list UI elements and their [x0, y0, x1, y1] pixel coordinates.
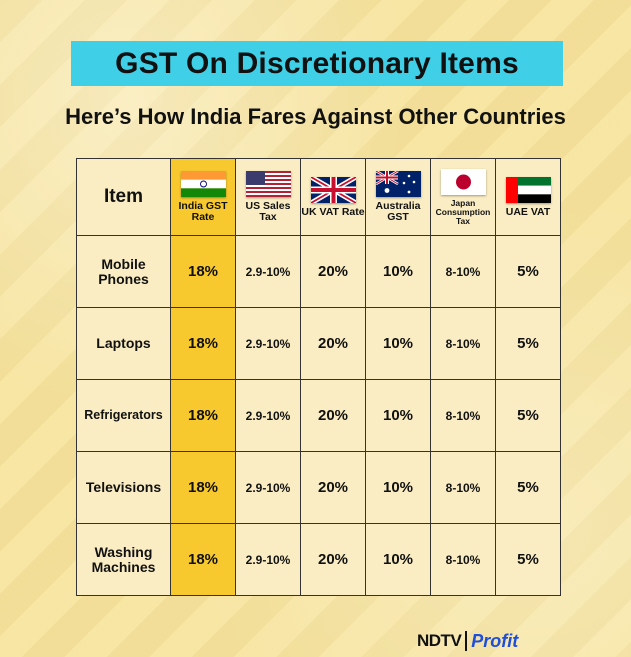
india-rate-cell: 18% — [170, 307, 236, 380]
us-rate-cell: 2.9-10% — [235, 379, 301, 452]
india-rate-cell: 18% — [170, 235, 236, 308]
uae-rate-cell: 5% — [495, 523, 561, 596]
table-row: Refrigerators 18% 2.9-10% 20% 10% 8-10% … — [76, 379, 561, 452]
us-rate-cell: 2.9-10% — [235, 235, 301, 308]
japan-rate-cell: 8-10% — [430, 379, 496, 452]
column-label-japan: Japan Consumption Tax — [435, 197, 491, 226]
usa-flag-icon — [245, 171, 291, 197]
table-row: Mobile Phones 18% 2.9-10% 20% 10% 8-10% … — [76, 235, 561, 308]
column-label-us: US Sales Tax — [245, 200, 291, 223]
uk-rate-cell: 20% — [300, 523, 366, 596]
column-header-us: US Sales Tax — [235, 158, 301, 236]
india-rate-cell: 18% — [170, 523, 236, 596]
australia-rate-cell: 10% — [365, 523, 431, 596]
australia-rate-cell: 10% — [365, 235, 431, 308]
item-column-header: Item — [76, 158, 171, 236]
column-header-india: India GST Rate — [170, 158, 236, 236]
column-label-uae: UAE VAT — [505, 205, 551, 218]
title-banner: GST On Discretionary Items — [71, 41, 563, 86]
column-header-uk: UK VAT Rate — [300, 158, 366, 236]
page-title: GST On Discretionary Items — [115, 46, 519, 80]
uk-rate-cell: 20% — [300, 235, 366, 308]
ndtv-profit-logo: NDTV Profit — [417, 628, 518, 654]
item-name-cell: Mobile Phones — [76, 235, 171, 308]
japan-rate-cell: 8-10% — [430, 235, 496, 308]
india-rate-cell: 18% — [170, 451, 236, 524]
australia-rate-cell: 10% — [365, 307, 431, 380]
uae-rate-cell: 5% — [495, 379, 561, 452]
us-rate-cell: 2.9-10% — [235, 523, 301, 596]
australia-rate-cell: 10% — [365, 451, 431, 524]
uae-rate-cell: 5% — [495, 235, 561, 308]
page-subtitle: Here’s How India Fares Against Other Cou… — [65, 104, 566, 129]
column-header-japan: Japan Consumption Tax — [430, 158, 496, 236]
uk-flag-icon — [310, 176, 356, 203]
us-rate-cell: 2.9-10% — [235, 307, 301, 380]
item-name-cell: Washing Machines — [76, 523, 171, 596]
table-row: Laptops 18% 2.9-10% 20% 10% 8-10% 5% — [76, 307, 561, 380]
item-name-cell: Laptops — [76, 307, 171, 380]
logo-ndtv-text: NDTV — [417, 631, 462, 650]
india-rate-cell: 18% — [170, 379, 236, 452]
uae-rate-cell: 5% — [495, 307, 561, 380]
uk-rate-cell: 20% — [300, 451, 366, 524]
australia-rate-cell: 10% — [365, 379, 431, 452]
column-header-australia: Australia GST — [365, 158, 431, 236]
gst-comparison-table: Item India GST Rate — [76, 158, 561, 596]
column-header-uae: UAE VAT — [495, 158, 561, 236]
column-label-australia: Australia GST — [375, 200, 421, 223]
table-header-row: Item India GST Rate — [76, 158, 561, 236]
column-label-uk: UK VAT Rate — [301, 205, 365, 218]
logo-profit-text: Profit — [471, 630, 519, 651]
uae-rate-cell: 5% — [495, 451, 561, 524]
japan-flag-icon — [440, 168, 486, 195]
india-flag-icon — [180, 171, 226, 197]
item-name-cell: Refrigerators — [76, 379, 171, 452]
us-rate-cell: 2.9-10% — [235, 451, 301, 524]
uae-flag-icon — [505, 176, 551, 203]
item-name-cell: Televisions — [76, 451, 171, 524]
japan-rate-cell: 8-10% — [430, 451, 496, 524]
table-row: Washing Machines 18% 2.9-10% 20% 10% 8-1… — [76, 523, 561, 596]
column-label-india: India GST Rate — [178, 200, 228, 223]
australia-flag-icon — [375, 171, 421, 197]
japan-rate-cell: 8-10% — [430, 307, 496, 380]
uk-rate-cell: 20% — [300, 379, 366, 452]
japan-rate-cell: 8-10% — [430, 523, 496, 596]
table-row: Televisions 18% 2.9-10% 20% 10% 8-10% 5% — [76, 451, 561, 524]
logo-divider — [465, 631, 468, 651]
uk-rate-cell: 20% — [300, 307, 366, 380]
